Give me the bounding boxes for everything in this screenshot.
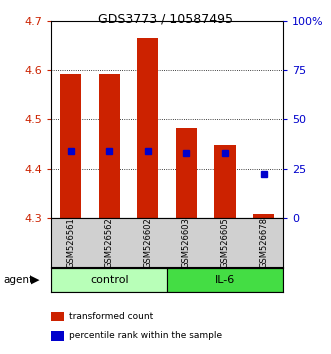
Text: GSM526605: GSM526605 [220,217,230,268]
Text: percentile rank within the sample: percentile rank within the sample [69,331,222,341]
Bar [167,268,283,292]
Text: GDS3773 / 10587495: GDS3773 / 10587495 [98,12,233,25]
Bar [176,128,197,218]
Bar [51,268,167,292]
Bar [137,39,159,218]
Text: GSM526561: GSM526561 [66,217,75,268]
Bar [253,214,274,218]
Text: transformed count: transformed count [69,312,153,321]
Text: ▶: ▶ [31,275,39,285]
Text: GSM526562: GSM526562 [105,217,114,268]
Text: control: control [90,275,128,285]
Text: GSM526603: GSM526603 [182,217,191,268]
Text: GSM526678: GSM526678 [259,217,268,268]
Text: IL-6: IL-6 [215,275,235,285]
Bar [60,74,81,218]
Text: agent: agent [3,275,33,285]
Bar [99,74,120,218]
Bar [214,145,236,218]
Text: GSM526602: GSM526602 [143,217,152,268]
